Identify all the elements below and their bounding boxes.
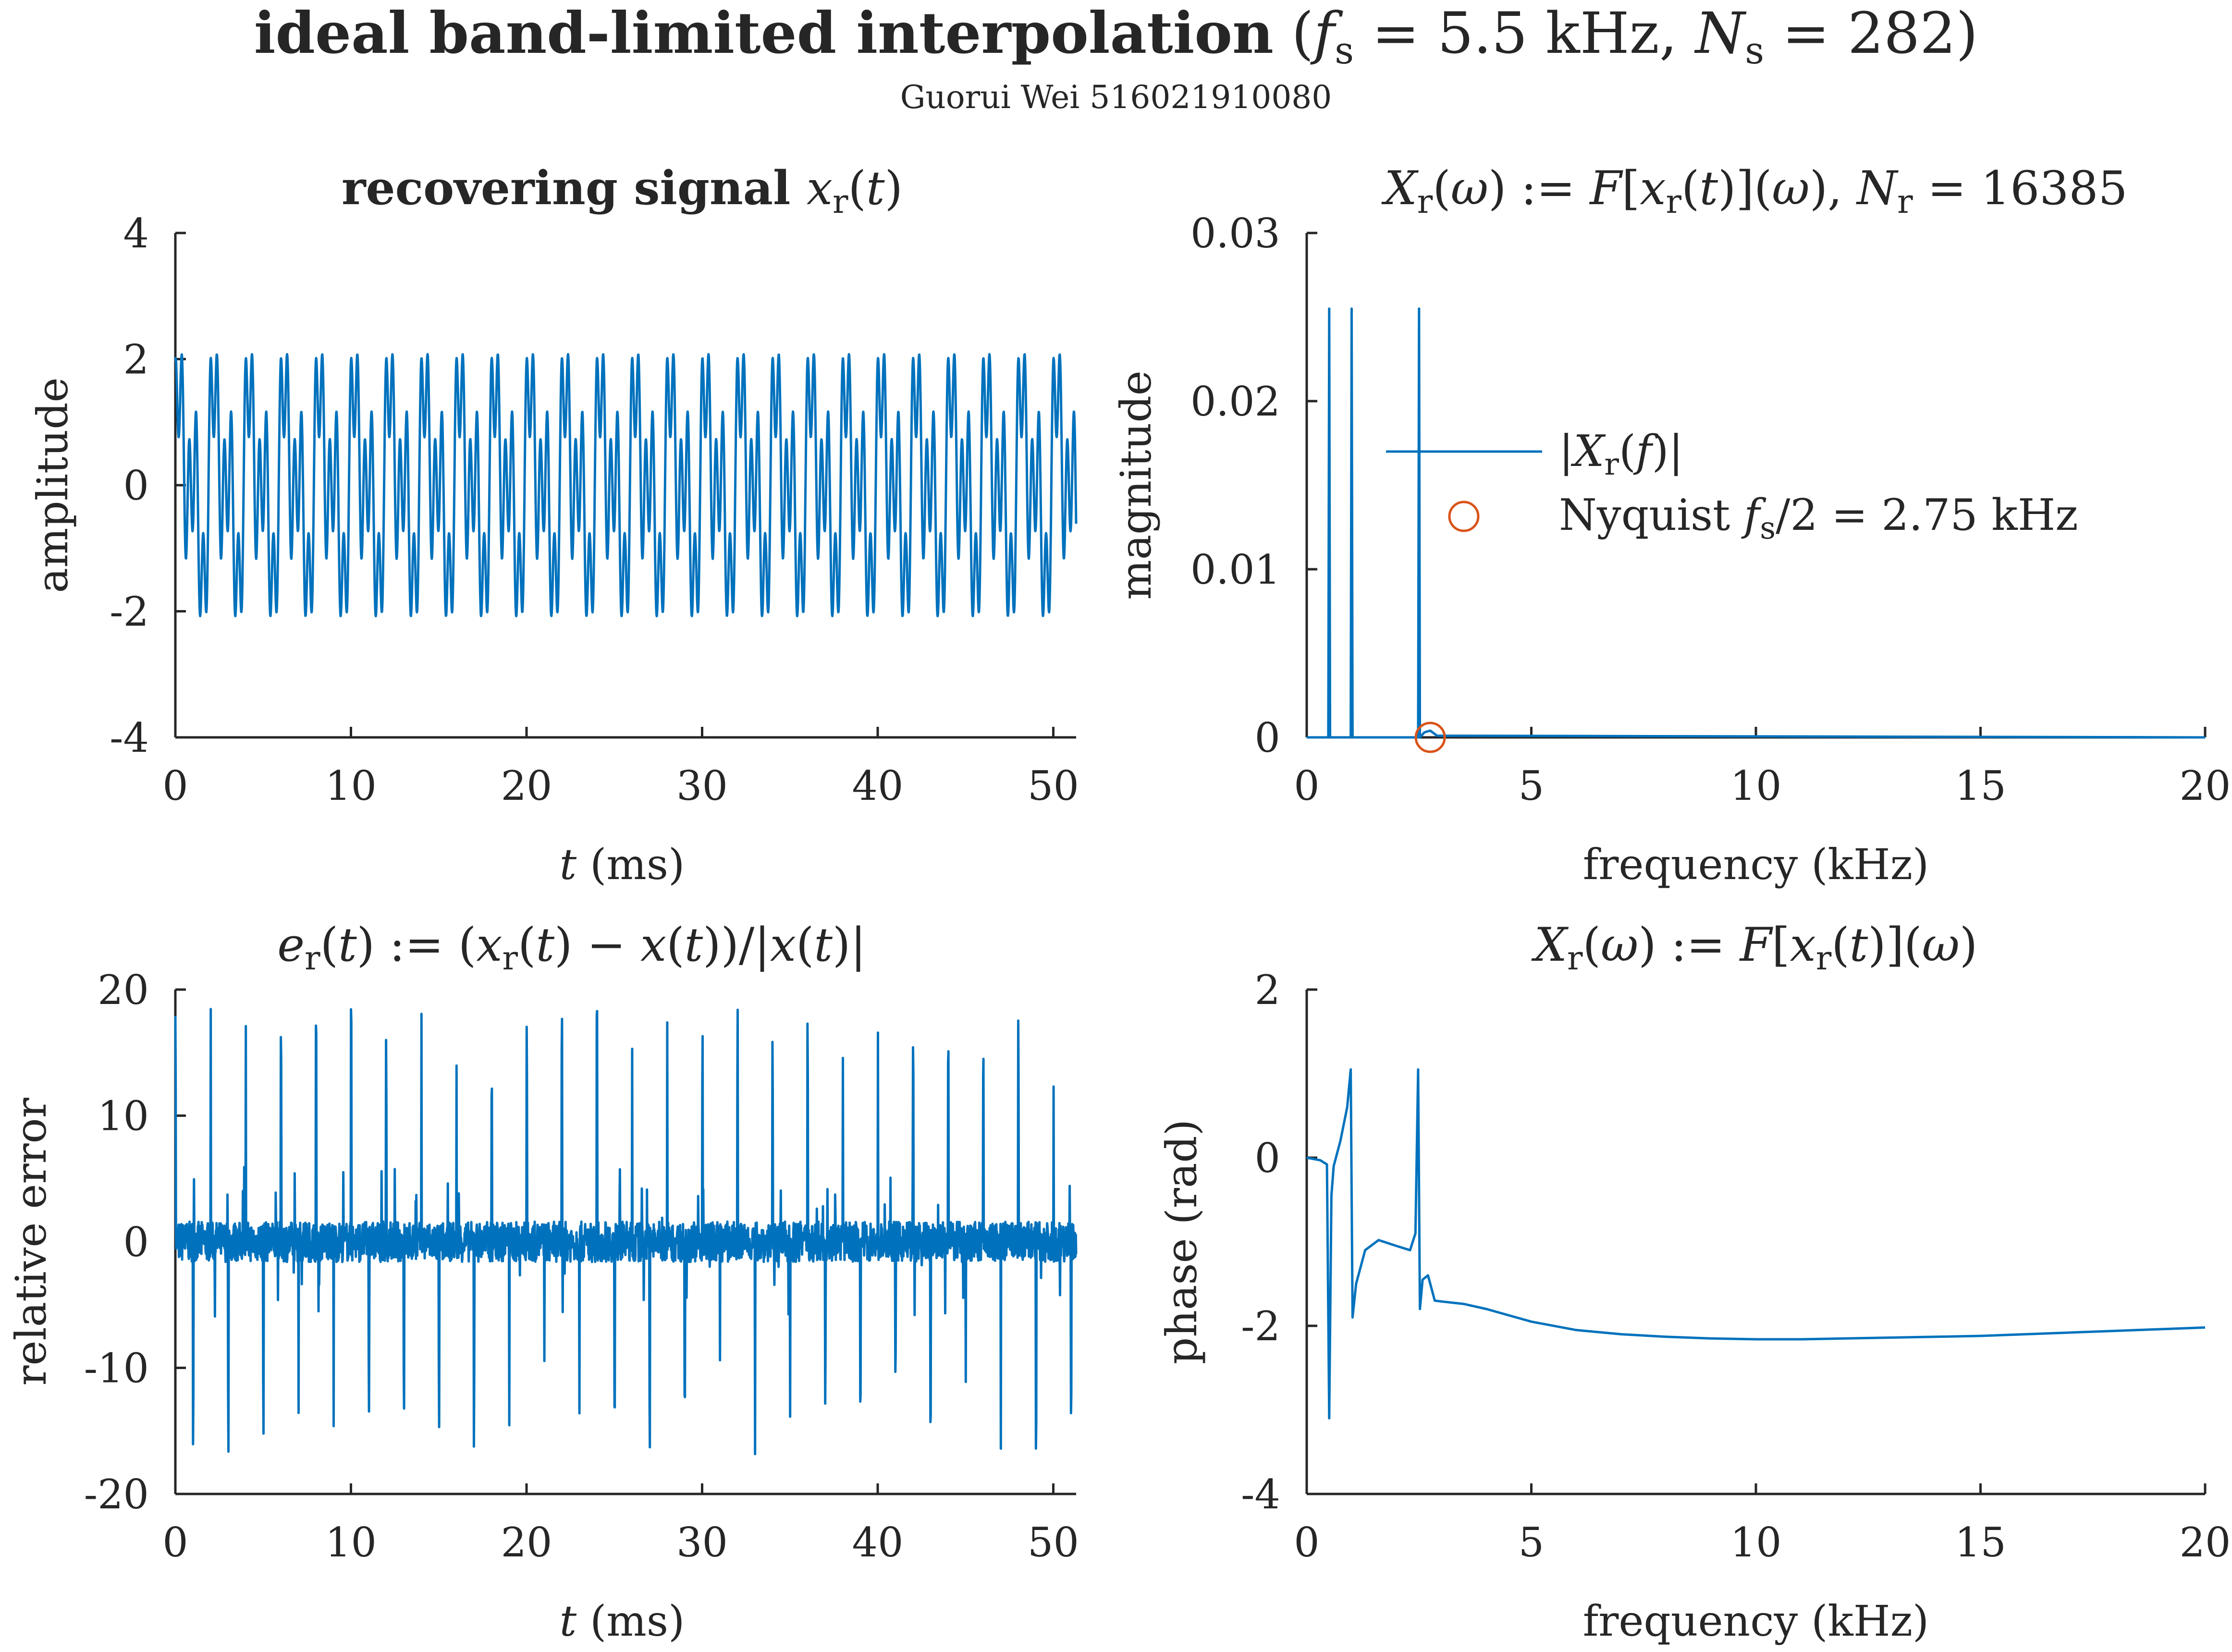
signal-line [174,353,1078,618]
x-tick-label: 15 [1955,762,2006,809]
x-axis-label: frequency (kHz) [1583,840,1929,889]
error-line [174,1008,1078,1456]
x-tick-label: 0 [162,762,188,809]
x-tick-label: 50 [1028,1519,1079,1566]
y-tick-label: 0.01 [1190,546,1280,593]
x-axis-label: frequency (kHz) [1583,1596,1929,1646]
x-tick-label: 10 [1730,1519,1782,1566]
x-tick-label: 50 [1028,762,1079,809]
series-phase [1306,1068,2206,1419]
x-tick-label: 10 [325,762,377,809]
x-tick-label: 5 [1519,762,1544,809]
y-tick-label: 2 [123,336,149,383]
y-axis-label: phase (rad) [1157,1119,1206,1364]
series-error [174,1008,1078,1456]
x-tick-label: 0 [162,1519,188,1566]
y-tick-label: -2 [1241,1303,1280,1350]
y-axis-label: amplitude [28,378,77,593]
y-tick-label: -2 [110,588,149,636]
phase-line [1306,1068,2206,1419]
panel-time-signal: recovering signal xr(t) 0 10 20 30 40 50-4-20… [28,161,1079,889]
y-tick-label: 2 [1255,967,1280,1014]
x-tick-label: 0 [1294,1519,1319,1566]
y-tick-label: -4 [1241,1471,1280,1518]
panel-title: er(t) := (xr(t) − x(t))/|x(t)| [277,918,866,978]
legend: |Xr(f)| Nyquist fs/2 = 2.75 kHz [1386,426,2078,546]
x-tick-label: 40 [852,1519,904,1566]
panel-title: recovering signal xr(t) [342,161,903,221]
figure-title: ideal band-limited interpolation (fs = 5… [254,0,1978,73]
legend-entry-magnitude: |Xr(f)| [1559,426,1683,482]
nyquist-marker [1414,722,1446,753]
y-tick-label: 0 [123,1219,149,1266]
y-tick-label: 0 [1255,1135,1280,1182]
panel-phase-spectrum: Xr(ω) := F[xr(t)](ω) 0 5 10 15 20 -4 -2 0 2 freq… [1157,918,2231,1646]
x-tick-label: 40 [852,762,904,809]
x-tick-label: 20 [2180,762,2231,809]
panel-title: Xr(ω) := F[xr(t)](ω), Nr = 16385 [1381,161,2127,221]
y-tick-label: -20 [84,1471,149,1518]
y-tick-label: 0 [1255,714,1280,761]
x-tick-label: 10 [325,1519,377,1566]
author-label: Guorui Wei 516021910080 [900,79,1332,116]
y-axis-label: relative error [6,1097,56,1385]
axes: 0 10 20 30 40 50 -4 -2 0 2 4 [110,210,1079,809]
y-tick-label: 0 [123,462,149,509]
x-axis-label: t (ms) [560,840,685,889]
y-axis-label: magnitude [1111,370,1161,600]
x-tick-label: 30 [676,762,728,809]
x-tick-label: 30 [676,1519,728,1566]
panel-relative-error: er(t) := (xr(t) − x(t))/|x(t)| 0 10 20 30 40… [6,918,1079,1646]
x-tick-label: 20 [501,762,552,809]
y-tick-label: 10 [98,1093,149,1140]
panel-magnitude-spectrum: Xr(ω) := F[xr(t)](ω), Nr = 16385 0 5 10 15 2… [1111,161,2231,889]
x-tick-label: 20 [501,1519,552,1566]
x-tick-label: 0 [1294,762,1319,809]
legend-marker-swatch [1448,501,1480,532]
y-tick-label: 4 [123,210,149,257]
y-tick-label: 20 [98,967,149,1014]
x-tick-label: 15 [1955,1519,2006,1566]
y-tick-label: 0.02 [1190,378,1280,425]
x-tick-label: 10 [1730,762,1782,809]
legend-entry-nyquist: Nyquist fs/2 = 2.75 kHz [1559,490,2078,546]
x-tick-label: 5 [1519,1519,1544,1566]
axes: 0 10 20 30 40 50 -20 -10 0 10 20 [84,967,1079,1566]
y-tick-label: -10 [84,1345,149,1392]
series-magnitude [1307,307,2206,753]
magnitude-line [1307,307,2206,739]
x-axis-label: t (ms) [560,1596,685,1646]
panel-title: Xr(ω) := F[xr(t)](ω) [1531,918,1978,978]
axes: 0 5 10 15 20 -4 -2 0 2 [1241,967,2231,1566]
y-tick-label: -4 [110,714,149,761]
series-signal [174,353,1078,618]
y-tick-label: 0.03 [1190,210,1280,257]
x-tick-label: 20 [2180,1519,2231,1566]
